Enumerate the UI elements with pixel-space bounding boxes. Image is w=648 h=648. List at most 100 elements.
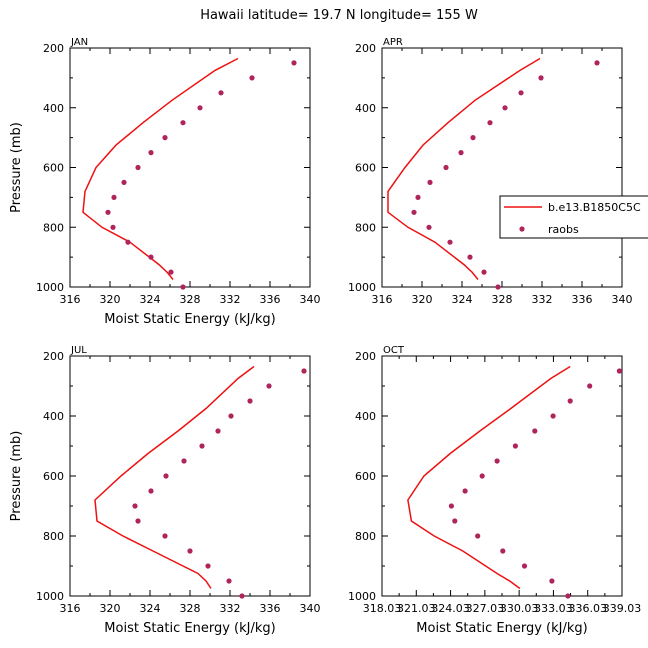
obs-point bbox=[518, 90, 524, 96]
panel-label-jan: JAN bbox=[70, 37, 88, 48]
y-tick-label: 200 bbox=[355, 42, 376, 55]
x-tick-label: 340 bbox=[300, 293, 321, 306]
panel-jan: 316 320 324 328 332 336 340 200 400 600 800 1000 JAN… bbox=[9, 37, 321, 327]
obs-point bbox=[125, 239, 131, 245]
obs-point bbox=[587, 383, 593, 389]
x-tick-label: 339.03 bbox=[603, 602, 642, 615]
obs-point bbox=[228, 413, 234, 419]
obs-point bbox=[163, 473, 169, 479]
y-tick-label: 400 bbox=[43, 102, 64, 115]
x-tick-label: 320 bbox=[100, 293, 121, 306]
obs-point bbox=[448, 503, 454, 509]
obs-point bbox=[427, 179, 433, 185]
x-tick-label: 336 bbox=[260, 293, 281, 306]
y-tick-label: 600 bbox=[355, 162, 376, 175]
legend-model-label: b.e13.B1850C5C bbox=[548, 201, 641, 214]
panel-oct: 318.03321.03324.03327.03330.03333.03336.… bbox=[348, 345, 641, 636]
obs-point bbox=[594, 60, 600, 66]
obs-point bbox=[121, 179, 127, 185]
y-tick-label: 800 bbox=[355, 530, 376, 543]
obs-point bbox=[135, 518, 141, 524]
x-tick-label: 320 bbox=[412, 293, 433, 306]
x-tick-label: 318.03 bbox=[363, 602, 402, 615]
obs-point bbox=[462, 488, 468, 494]
panel-label-jul: JUL bbox=[70, 345, 87, 356]
y-tick-label: 800 bbox=[43, 530, 64, 543]
x-tick-label: 324 bbox=[140, 602, 161, 615]
obs-point bbox=[616, 368, 623, 374]
model-series-line bbox=[82, 57, 239, 280]
x-tick-label: 328 bbox=[180, 602, 201, 615]
y-tick-label: 400 bbox=[43, 410, 64, 423]
plot-frame bbox=[69, 47, 311, 288]
obs-point bbox=[447, 239, 453, 245]
obs-point bbox=[162, 135, 168, 141]
obs-point bbox=[249, 75, 255, 81]
y-tick-label: 600 bbox=[43, 162, 64, 175]
obs-point bbox=[521, 563, 528, 569]
obs-point bbox=[538, 75, 544, 81]
y-tick-label: 600 bbox=[355, 470, 376, 483]
x-tick-label: 340 bbox=[612, 293, 633, 306]
obs-point bbox=[426, 224, 432, 230]
x-tick-label: 320 bbox=[100, 602, 121, 615]
y-tick-label: 200 bbox=[43, 350, 64, 363]
obs-point bbox=[475, 533, 481, 539]
obs-point bbox=[415, 194, 421, 200]
y-tick-label: 600 bbox=[43, 470, 64, 483]
obs-point bbox=[479, 473, 485, 479]
obs-point bbox=[199, 443, 205, 449]
obs-point bbox=[301, 368, 307, 374]
y-tick-label: 1000 bbox=[348, 281, 376, 294]
obs-point bbox=[180, 284, 186, 290]
obs-point bbox=[110, 224, 116, 230]
x-tick-label: 340 bbox=[300, 602, 321, 615]
obs-point bbox=[132, 503, 138, 509]
y-axis-label: Pressure (mb) bbox=[9, 122, 24, 213]
x-axis-label: Moist Static Energy (kJ/kg) bbox=[104, 621, 275, 636]
model-series-line bbox=[94, 365, 255, 589]
x-tick-label: 336 bbox=[260, 602, 281, 615]
y-tick-label: 1000 bbox=[36, 281, 64, 294]
x-tick-label: 330.03 bbox=[500, 602, 539, 615]
panel-jul: 316 320 324 328 332 336 340 200 400 600 800 1000 JUL… bbox=[9, 345, 321, 636]
legend-box bbox=[499, 195, 648, 239]
obs-point bbox=[168, 269, 174, 275]
obs-point bbox=[197, 105, 203, 111]
x-tick-label: 321.03 bbox=[397, 602, 436, 615]
obs-point bbox=[247, 398, 253, 404]
x-tick-label: 328 bbox=[492, 293, 513, 306]
plot-frame bbox=[381, 355, 623, 597]
y-tick-label: 1000 bbox=[36, 590, 64, 603]
legend-obs-label: raobs bbox=[548, 223, 579, 236]
obs-point bbox=[458, 150, 464, 156]
panels: 316 320 324 328 332 336 340 200 400 600 800 1000 JAN… bbox=[9, 37, 641, 636]
x-tick-label: 316 bbox=[60, 293, 81, 306]
x-tick-label: 332 bbox=[532, 293, 553, 306]
obs-point bbox=[226, 578, 232, 584]
obs-point bbox=[162, 533, 168, 539]
obs-point bbox=[443, 164, 449, 171]
plot-frame bbox=[69, 355, 311, 597]
figure-title: Hawaii latitude= 19.7 N longitude= 155 W bbox=[200, 8, 478, 23]
obs-point bbox=[187, 548, 193, 554]
obs-point bbox=[487, 120, 493, 126]
obs-point bbox=[532, 428, 538, 434]
x-axis-label: Moist Static Energy (kJ/kg) bbox=[104, 312, 275, 327]
x-tick-label: 324 bbox=[140, 293, 161, 306]
obs-point bbox=[148, 254, 154, 260]
x-tick-label: 332 bbox=[220, 293, 241, 306]
obs-point bbox=[135, 164, 141, 171]
obs-point bbox=[148, 488, 154, 494]
y-tick-label: 200 bbox=[355, 350, 376, 363]
obs-point bbox=[500, 548, 506, 554]
y-tick-label: 800 bbox=[43, 221, 64, 234]
obs-point bbox=[411, 209, 417, 215]
obs-point bbox=[470, 135, 476, 141]
obs-point bbox=[148, 150, 154, 156]
obs-point bbox=[452, 518, 458, 524]
obs-point bbox=[565, 593, 571, 599]
obs-point bbox=[467, 254, 473, 260]
panel-apr: 316 320 324 328 332 336 340 200 400 600 800 1000 APR bbox=[348, 37, 633, 306]
obs-point bbox=[512, 443, 519, 449]
